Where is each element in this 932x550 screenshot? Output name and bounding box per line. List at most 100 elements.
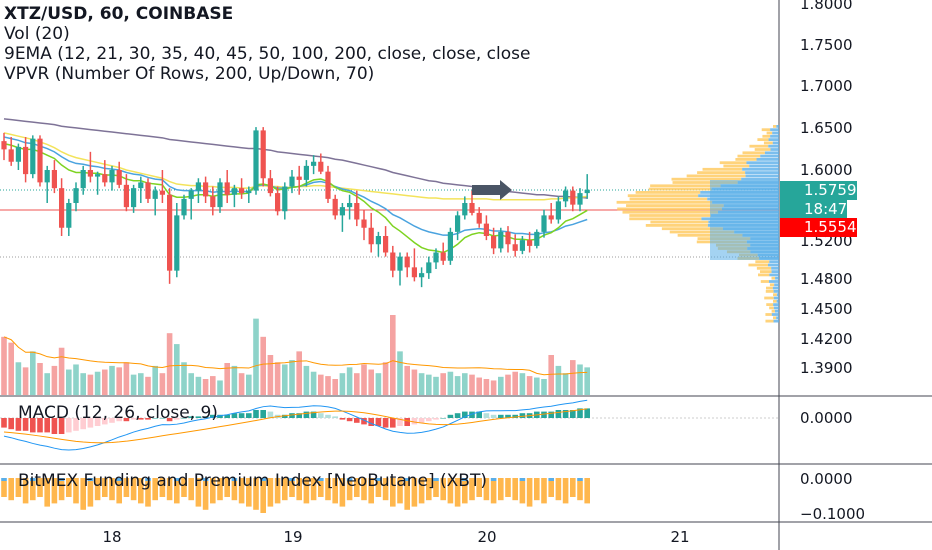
funding-bar [354,481,360,497]
volume-indicator-label[interactable]: Vol (20) [4,24,70,44]
vpvr-down-bar [765,313,772,316]
volume-bar [562,373,569,395]
funding-bar [390,481,396,507]
macd-hist-bar [375,418,382,426]
bitmex-tick-zero: 0.0000 [800,470,853,488]
premium-bar [116,478,122,481]
vpvr-down-bar [771,276,776,280]
volume-bar [51,365,58,395]
ema-short-line [3,142,588,254]
candle-body [433,252,439,263]
candle-body [426,262,432,274]
vpvr-down-bar [763,141,773,145]
candle-body [131,188,137,208]
funding-bar [404,481,410,510]
premium-bar [166,478,173,481]
vpvr-down-bar [617,207,722,211]
premium-bar [253,478,259,481]
vpvr-up-bar [770,134,779,138]
volume-bar [73,364,79,395]
volume-bar [447,371,454,395]
funding-bar [152,481,158,501]
volume-bar [462,373,468,395]
funding-bar [519,481,526,504]
macd-hist-bar [433,418,439,420]
macd-hist-bar [1,418,7,428]
macd-hist-bar [238,413,245,418]
volume-bar [58,347,65,395]
volume-bar [159,373,166,395]
price-tick-1390: 1.3900 [800,359,853,377]
price-tick-1420: 1.4200 [800,330,853,348]
premium-bar [87,478,94,481]
funding-bar [267,481,274,507]
macd-hist-bar [174,418,180,420]
candle-body [498,231,504,249]
candle-body [267,178,273,194]
volume-bar [22,367,29,395]
ema-indicator-label[interactable]: 9EMA (12, 21, 30, 35, 40, 45, 50, 100, 2… [4,44,531,64]
vpvr-indicator-label[interactable]: VPVR (Number Of Rows, 200, Up/Down, 70) [4,64,375,84]
macd-hist-bar [382,418,389,428]
candle-body [390,252,396,271]
vpvr-up-bar [770,148,779,151]
macd-indicator-label[interactable]: MACD (12, 26, close, 9) [18,403,218,423]
volume-bar [289,360,295,395]
funding-bar [375,481,382,497]
macd-hist-bar [332,416,338,418]
macd-line [3,399,588,451]
premium-bar [15,478,22,481]
macd-hist-bar [397,418,403,426]
premium-bar [411,478,418,481]
candle-body [563,190,569,202]
candle-body [95,174,101,177]
funding-bar [418,481,425,504]
funding-bar [109,481,115,501]
candle-body [246,190,252,194]
funding-bar [8,481,14,501]
volume-bar [440,373,446,395]
candle-body [541,215,547,232]
volume-bar [166,333,173,395]
macd-hist-bar [210,414,216,418]
vpvr-down-bar [702,167,743,171]
premium-bar [66,478,72,481]
vpvr-down-bar [697,171,746,174]
premium-bar [519,478,526,481]
volume-bar [274,362,281,395]
premium-bar [361,478,367,481]
volume-bar [375,373,382,395]
vpvr-down-bar [645,224,708,227]
bitmex-indicator-label[interactable]: BitMEX Funding and Premium Index [NeoBut… [18,471,487,491]
funding-bar [534,481,540,501]
vpvr-down-bar [769,306,774,310]
volume-bar [15,362,22,395]
volume-bar [534,377,540,395]
macd-hist-bar [404,418,410,426]
candle-body [469,203,475,213]
premium-bar [181,478,187,481]
premium-bar [318,478,324,481]
volume-bar [253,318,259,395]
candle-body [23,146,29,175]
vpvr-down-bar [629,214,711,217]
premium-bar [202,478,209,481]
candle-body [87,170,93,177]
volume-bar [30,351,36,395]
premium-bar [152,478,158,481]
vpvr-down-bar [771,309,775,313]
funding-bar [58,481,65,501]
premium-bar [454,478,461,481]
macd-hist-bar [490,414,497,418]
macd-hist-bar [303,411,310,418]
funding-bar [22,481,29,504]
volume-bar [490,380,497,395]
premium-bar [8,478,14,481]
funding-bar [37,481,43,497]
premium-bar [159,478,166,481]
volume-bar [130,374,137,395]
volume-bar [390,315,396,395]
vpvr-down-bar [757,138,769,141]
volume-bar [382,362,389,395]
